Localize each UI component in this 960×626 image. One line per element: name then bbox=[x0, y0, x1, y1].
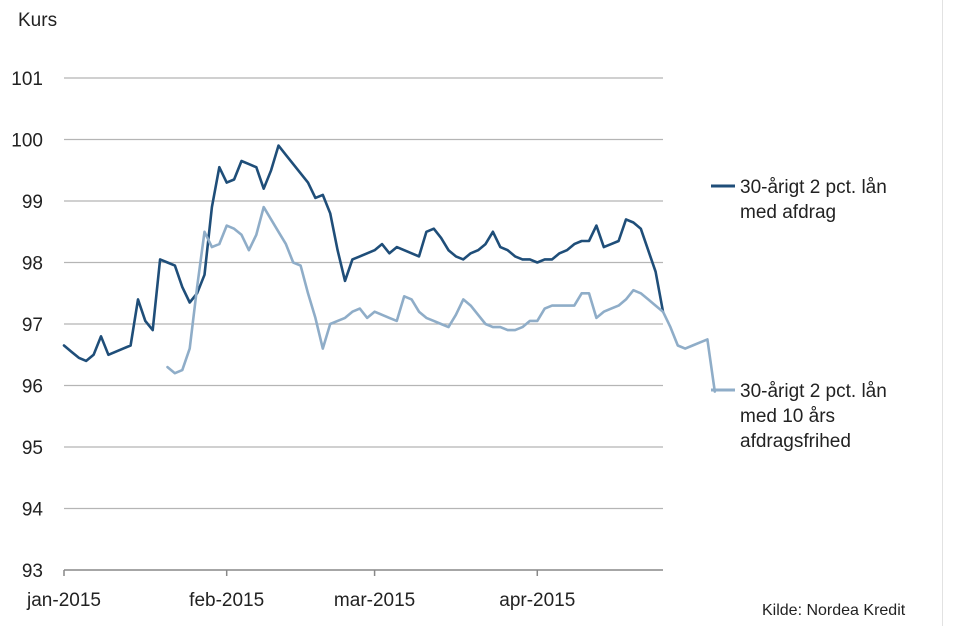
x-tick-label: mar-2015 bbox=[334, 590, 415, 611]
y-tick-labels: 93 94 95 96 97 98 99 100 101 bbox=[11, 69, 43, 582]
y-tick-label: 98 bbox=[22, 254, 43, 275]
legend-label-1: 30-årigt 2 pct. lån bbox=[740, 177, 887, 198]
x-axis: jan-2015 feb-2015 mar-2015 apr-2015 bbox=[26, 569, 663, 611]
legend-label-1: med afdrag bbox=[740, 202, 836, 223]
y-tick-label: 100 bbox=[11, 131, 43, 152]
series-lines bbox=[62, 144, 717, 393]
y-tick-label: 96 bbox=[22, 377, 43, 398]
legend-label-2: afdragsfrihed bbox=[740, 431, 851, 452]
series-line-1 bbox=[62, 144, 665, 363]
source-note: Kilde: Nordea Kredit bbox=[762, 602, 906, 619]
y-tick-label: 97 bbox=[22, 315, 43, 336]
y-tick-label: 99 bbox=[22, 192, 43, 213]
y-axis-title: Kurs bbox=[18, 10, 57, 31]
page-divider-line bbox=[942, 0, 943, 626]
x-tick-label: feb-2015 bbox=[189, 590, 264, 611]
grid-lines bbox=[64, 77, 663, 510]
legend: 30-årigt 2 pct. lån med afdrag 30-årigt 2 … bbox=[711, 177, 887, 452]
legend-label-2: 30-årigt 2 pct. lån bbox=[740, 381, 887, 402]
y-tick-label: 94 bbox=[22, 500, 44, 521]
y-tick-label: 95 bbox=[22, 438, 43, 459]
series-line-2 bbox=[166, 205, 717, 393]
x-tick-label: jan-2015 bbox=[26, 590, 101, 611]
x-tick-label: apr-2015 bbox=[499, 590, 575, 611]
y-tick-label: 93 bbox=[22, 561, 43, 582]
legend-label-2: med 10 års bbox=[740, 406, 835, 427]
y-tick-label: 101 bbox=[11, 69, 43, 90]
